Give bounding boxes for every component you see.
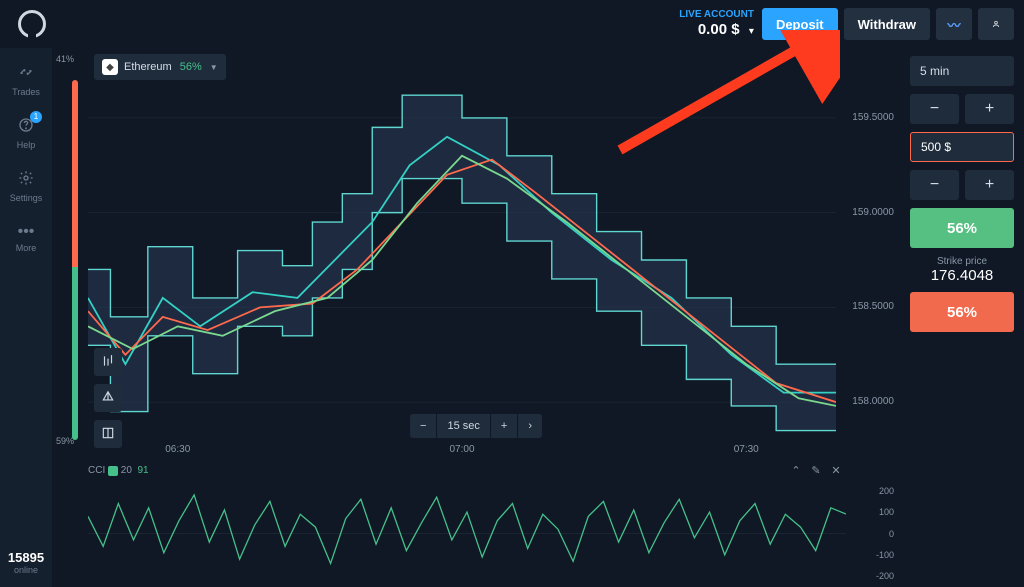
brand-logo-icon (18, 10, 46, 38)
sidebar-item-more[interactable]: ••• More (0, 213, 52, 263)
chart-toolbar (94, 348, 122, 448)
drawing-tools-button[interactable] (94, 384, 122, 412)
put-button[interactable]: 56% (910, 292, 1014, 332)
help-icon (0, 117, 52, 138)
zoom-out-button[interactable]: − (410, 414, 437, 438)
x-axis: 06:3007:0007:30 (88, 444, 836, 458)
chart-type-button[interactable] (94, 348, 122, 376)
more-icon: ••• (0, 223, 52, 241)
amount-minus-button[interactable]: − (910, 170, 959, 200)
deposit-button[interactable]: Deposit (762, 8, 838, 40)
sentiment-top: 41% (56, 54, 74, 64)
expiry-plus-button[interactable]: + (965, 94, 1014, 124)
asset-name: Ethereum (124, 61, 172, 73)
account-type-label: LIVE ACCOUNT (679, 9, 754, 21)
strike-price-block: Strike price 176.4048 (910, 256, 1014, 284)
chevron-down-icon[interactable]: ▾ (749, 26, 754, 38)
chevron-down-icon[interactable]: ▼ (210, 63, 218, 72)
sidebar-item-settings[interactable]: Settings (0, 160, 52, 213)
price-chart[interactable] (88, 80, 836, 440)
scroll-right-button[interactable]: › (518, 414, 542, 438)
language-button[interactable]: 〰 (936, 8, 972, 40)
online-label: online (8, 565, 44, 575)
sidebar-label: Help (17, 140, 36, 150)
sidebar-label: Settings (10, 193, 43, 203)
account-block[interactable]: LIVE ACCOUNT 0.00 $ ▾ (679, 9, 754, 39)
layout-button[interactable] (94, 420, 122, 448)
timeframe-control: − 15 sec + › (410, 414, 542, 438)
expiry-select[interactable]: 5 min (910, 56, 1014, 86)
cci-period: 20 (121, 465, 132, 476)
left-sidebar: Trades 1 Help Settings ••• More 15895 on… (0, 48, 52, 587)
cci-swatch (108, 466, 118, 476)
cci-header: CCI 20 91 ⌃ ✎ ✕ (88, 464, 846, 477)
withdraw-button[interactable]: Withdraw (844, 8, 930, 40)
order-panel: 5 min − + 500 $ − + 56% Strike price 176… (900, 48, 1024, 587)
online-count: 15895 (8, 550, 44, 565)
chart-area: 41% 59% ◆ Ethereum 56% ▼ ● online Ethere… (52, 48, 900, 587)
y-axis: 159.5000159.0000158.5000158.0000 (838, 80, 900, 440)
profile-button[interactable] (978, 8, 1014, 40)
top-header: LIVE ACCOUNT 0.00 $ ▾ Deposit Withdraw 〰 (0, 0, 1024, 48)
user-icon (992, 16, 1000, 32)
sentiment-bar (72, 80, 78, 440)
close-icon[interactable]: ✕ (826, 464, 846, 477)
gear-icon (0, 170, 52, 191)
cci-value: 91 (137, 465, 148, 476)
strike-label: Strike price (910, 256, 1014, 267)
amount-input[interactable]: 500 $ (910, 132, 1014, 162)
zoom-in-button[interactable]: + (491, 414, 518, 438)
sentiment-bottom: 59% (56, 436, 74, 446)
sidebar-item-trades[interactable]: Trades (0, 54, 52, 107)
online-counter: 15895 online (8, 538, 44, 587)
sidebar-item-help[interactable]: 1 Help (0, 107, 52, 160)
cci-label: CCI (88, 465, 105, 476)
sidebar-label: More (16, 243, 37, 253)
cci-yaxis: 2001000-100-200 (848, 480, 900, 587)
asset-payout: 56% (180, 61, 202, 73)
timeframe-label[interactable]: 15 sec (437, 414, 490, 438)
notification-badge: 1 (30, 111, 42, 123)
collapse-icon[interactable]: ⌃ (786, 464, 806, 477)
account-balance: 0.00 $ (698, 21, 740, 38)
ethereum-icon: ◆ (102, 59, 118, 75)
asset-selector[interactable]: ◆ Ethereum 56% ▼ (94, 54, 226, 80)
trades-icon (0, 64, 52, 85)
call-button[interactable]: 56% (910, 208, 1014, 248)
sidebar-label: Trades (12, 87, 40, 97)
cci-chart[interactable] (88, 480, 846, 587)
expiry-minus-button[interactable]: − (910, 94, 959, 124)
edit-icon[interactable]: ✎ (806, 464, 826, 477)
strike-value: 176.4048 (910, 267, 1014, 284)
amount-plus-button[interactable]: + (965, 170, 1014, 200)
